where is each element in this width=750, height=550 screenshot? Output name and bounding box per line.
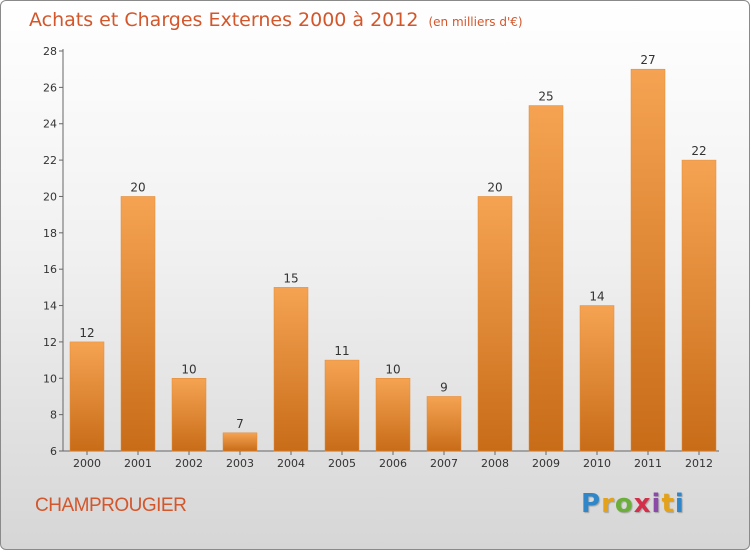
x-tick-label: 2011 (634, 457, 662, 470)
x-tick-label: 2006 (379, 457, 407, 470)
chart-bars (69, 68, 717, 452)
y-tick-label: 22 (43, 154, 57, 167)
bar-value-label: 15 (283, 271, 298, 285)
x-tick-label: 2007 (430, 457, 458, 470)
logo-letter: o (614, 489, 634, 519)
bar-value-label: 20 (130, 180, 145, 194)
y-tick-label: 12 (43, 336, 57, 349)
logo-letter: r (601, 489, 615, 519)
chart-title: Achats et Charges Externes 2000 à 2012 (e… (29, 5, 523, 35)
bar-value-label: 12 (79, 326, 94, 340)
bar-value-label: 9 (440, 380, 448, 394)
bar-2000 (69, 341, 105, 452)
bar-2011 (630, 68, 666, 452)
y-tick-label: 16 (43, 263, 57, 276)
x-tick-label: 2005 (328, 457, 356, 470)
x-tick-label: 2001 (124, 457, 152, 470)
bar-2007 (426, 396, 462, 452)
bar-value-label: 14 (589, 290, 604, 304)
x-tick-label: 2002 (175, 457, 203, 470)
bar-2002 (171, 378, 207, 452)
bar-2009 (528, 105, 564, 452)
logo-letter: i (651, 489, 662, 519)
y-tick-label: 28 (43, 45, 57, 58)
bar-2005 (324, 359, 360, 452)
y-tick-label: 24 (43, 118, 57, 131)
x-tick-label: 2012 (685, 457, 713, 470)
logo-letter: x (633, 489, 652, 519)
chart-labels: 12 2000 20 2001 10 2002 7 2003 15 2004 11 2005 10 200… (73, 53, 713, 470)
y-tick-label: 6 (50, 445, 57, 458)
logo-letter: i (674, 489, 685, 519)
bar-value-label: 27 (640, 53, 655, 67)
bar-value-label: 10 (181, 362, 196, 376)
bar-value-label: 7 (236, 417, 244, 431)
logo-letter: t (661, 489, 675, 519)
bar-value-label: 10 (385, 362, 400, 376)
bar-2006 (375, 378, 411, 452)
y-tick-label: 26 (43, 81, 57, 94)
y-tick-label: 8 (50, 409, 57, 422)
chart-title-text: Achats et Charges Externes 2000 à 2012 (29, 9, 419, 31)
x-tick-label: 2004 (277, 457, 305, 470)
chart-title-unit: (en milliers d'€) (428, 15, 523, 29)
y-tick-label: 20 (43, 190, 57, 203)
logo-letter: P (581, 489, 602, 519)
x-tick-label: 2000 (73, 457, 101, 470)
bar-2003 (222, 432, 258, 452)
y-tick-label: 18 (43, 227, 57, 240)
proxiti-logo: Proxiti (581, 489, 685, 519)
bar-2008 (477, 196, 513, 452)
bar-value-label: 25 (538, 90, 553, 104)
bar-value-label: 11 (334, 344, 349, 358)
x-tick-label: 2009 (532, 457, 560, 470)
bar-2004 (273, 287, 309, 452)
x-tick-label: 2010 (583, 457, 611, 470)
y-tick-label: 14 (43, 300, 57, 313)
x-tick-label: 2008 (481, 457, 509, 470)
x-tick-label: 2003 (226, 457, 254, 470)
bar-2012 (681, 159, 717, 452)
bar-2010 (579, 305, 615, 452)
bar-value-label: 20 (487, 180, 502, 194)
bar-2001 (120, 196, 156, 452)
y-tick-label: 10 (43, 372, 57, 385)
bar-value-label: 22 (691, 144, 706, 158)
city-name: CHAMPROUGIER (35, 495, 187, 516)
